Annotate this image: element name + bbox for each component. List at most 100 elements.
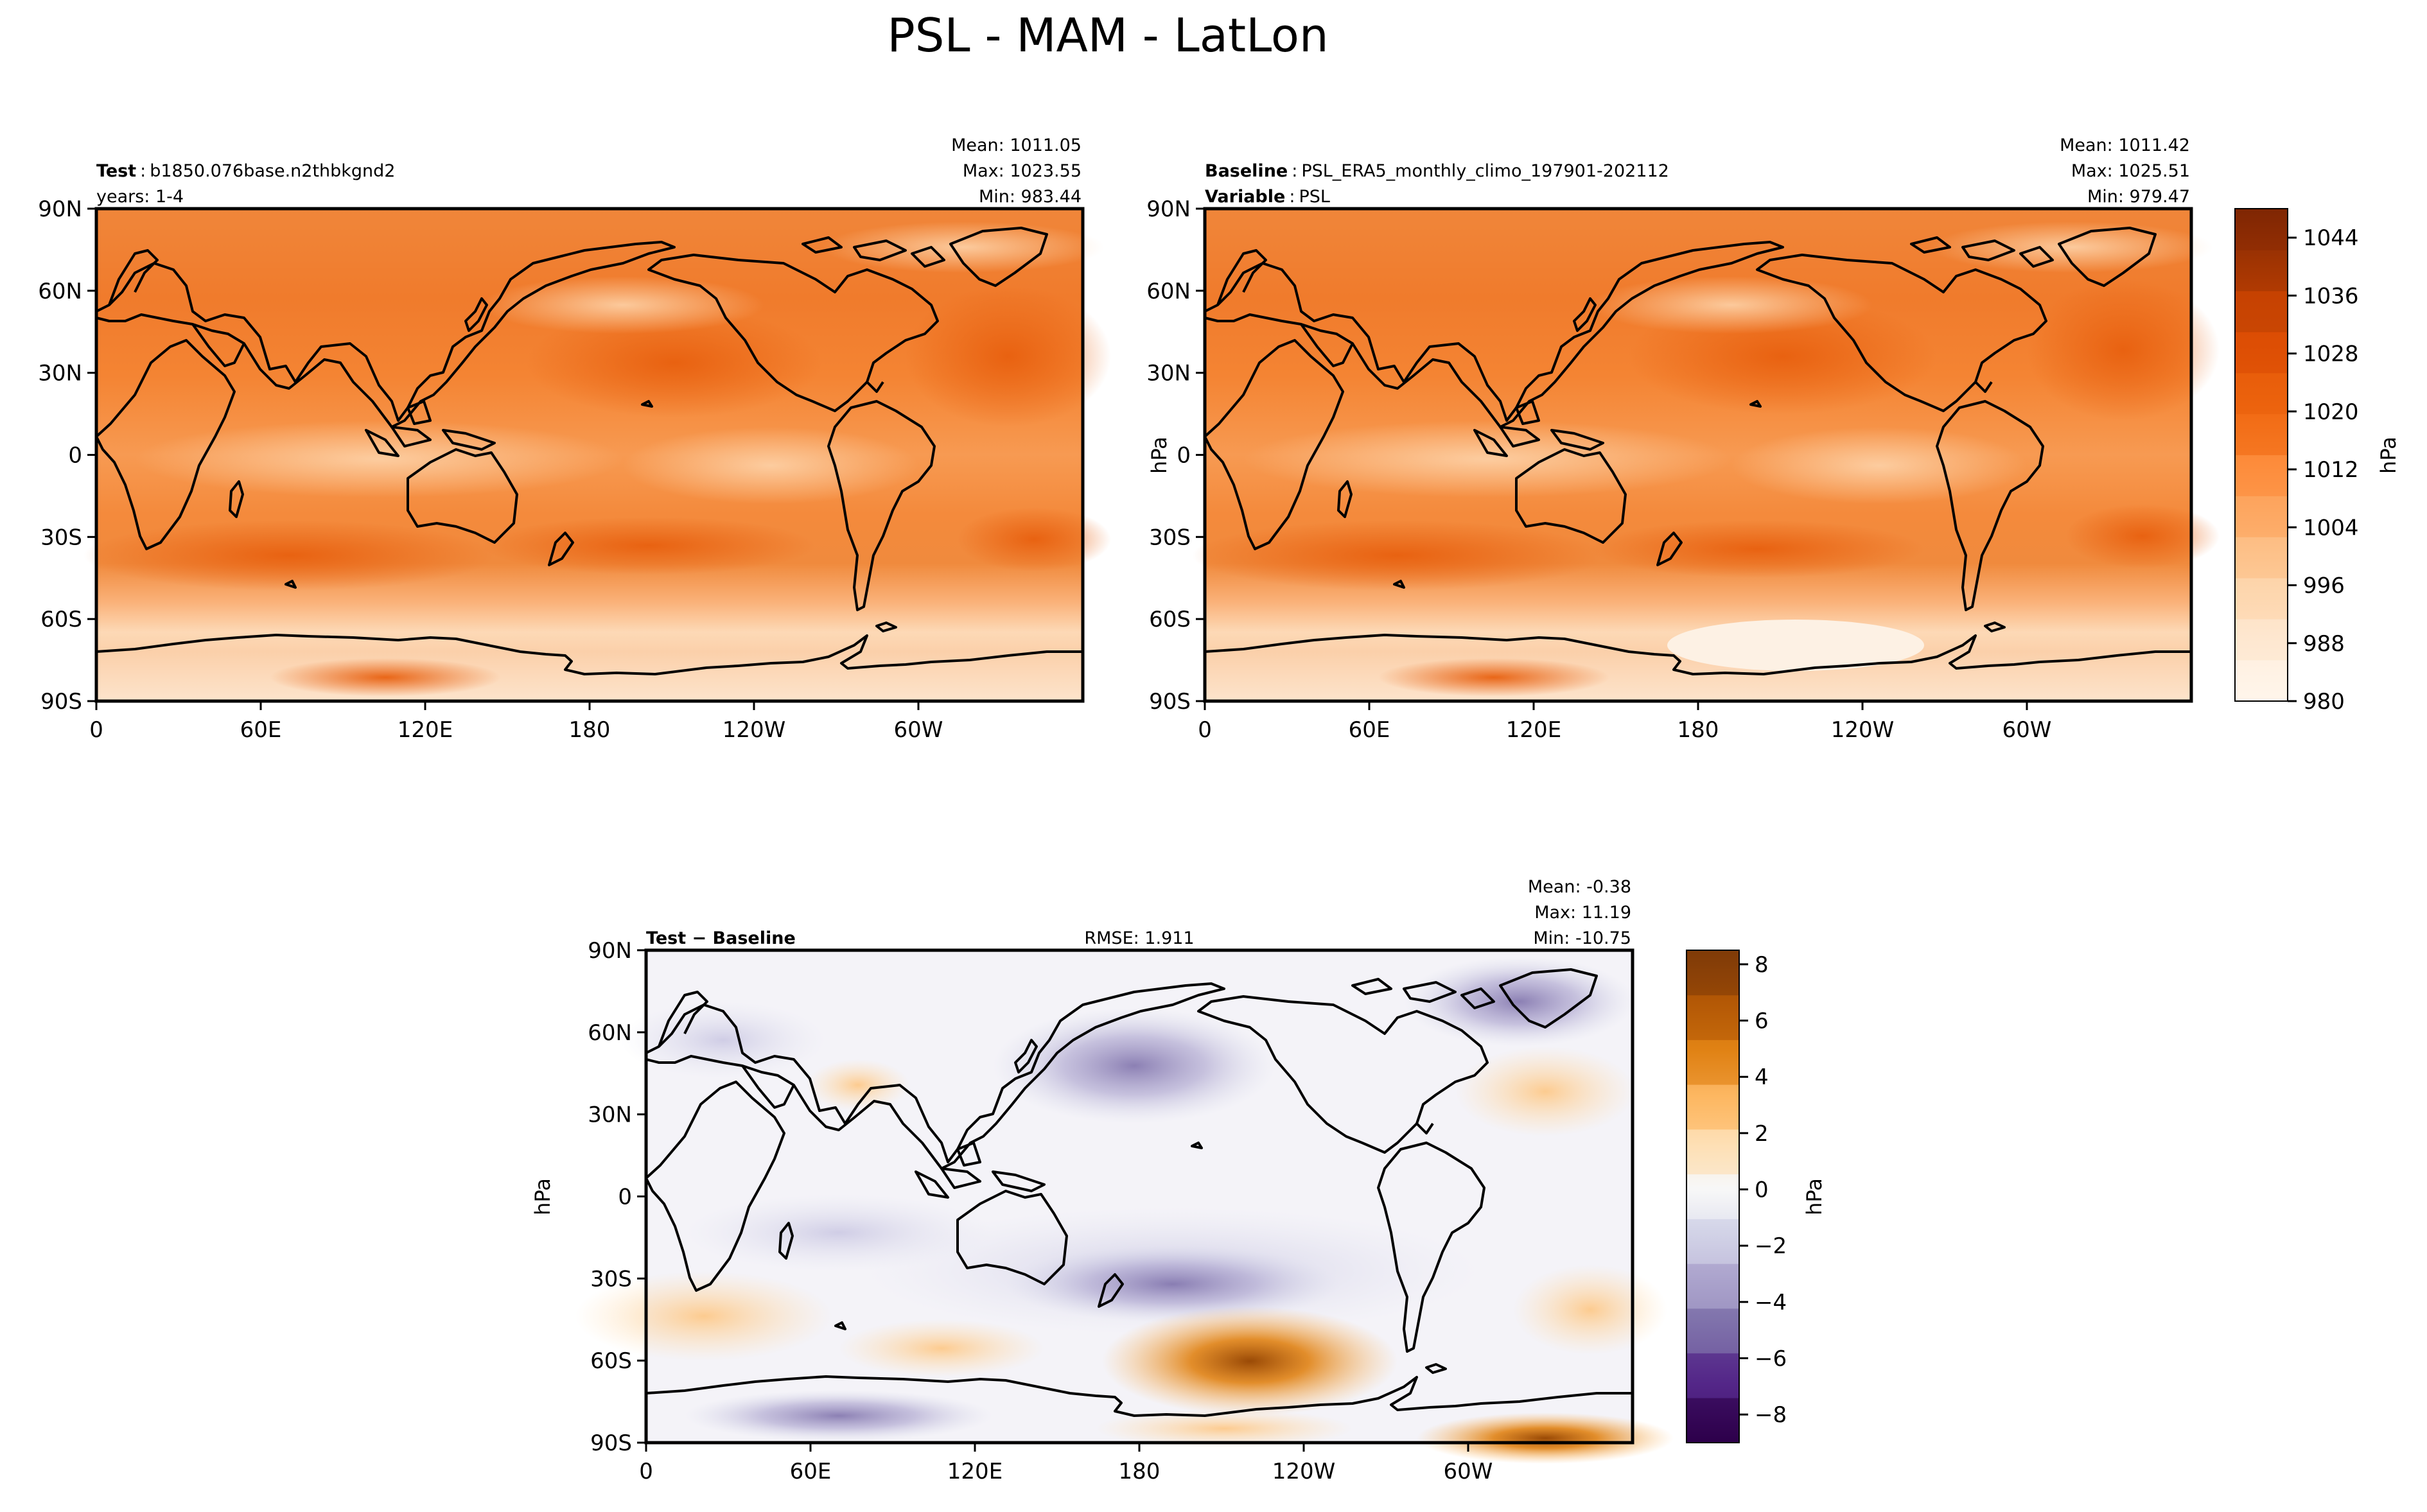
seq-colorbar-label: hPa [2376,437,2401,474]
lat-tick-label: 60N [38,279,82,304]
lat-tick-label: 60S [590,1348,632,1374]
lon-tick-label: 0 [639,1459,653,1484]
diff-label: Test − Baseline [646,928,796,948]
lat-tick-label: 60N [1146,279,1191,304]
baseline-variable: Variable: PSL [1205,187,1330,207]
lat-tick-label: 90N [38,196,82,222]
test-mean: Mean: 1011.05 [951,135,1082,155]
baseline-min: Min: 979.47 [2087,187,2190,207]
colorbar-band [1687,1353,1739,1398]
colorbar-band [2235,537,2288,578]
baseline-mean: Mean: 1011.42 [2060,135,2190,155]
lon-tick-label: 120E [947,1459,1003,1484]
colorbar-band [1687,995,1739,1040]
colorbar-band [2235,331,2288,374]
colorbar-tick-label: −4 [1755,1290,1787,1316]
colorbar-tick-label: 1044 [2303,225,2359,251]
div-colorbar: 8 6 4 2 0 −2 −4 −6 −8 hPa [1686,950,1827,1443]
test-lat-axis: 90N 60N 30N 0 30S 60S 90S [38,196,96,715]
diff-max: Max: 11.19 [1534,903,1631,923]
lon-tick-label: 120W [1272,1459,1336,1484]
lat-tick-label: 60S [1149,607,1191,632]
colorbar-band [1687,1219,1739,1264]
baseline-lat-axis: 90N 60N 30N 0 30S 60S 90S [1146,196,1205,715]
colorbar-tick-label: 4 [1755,1064,1769,1090]
lat-tick-label: 90N [588,938,632,964]
lat-tick-label: 60S [40,607,82,632]
baseline-map-field [1192,209,2220,701]
colorbar-tick-label: 2 [1755,1121,1769,1147]
seq-colorbar-ticks: 1044 1036 1028 1020 1012 1004 996 988 980 [2288,225,2359,715]
colorbar-tick-label: 1028 [2303,342,2359,367]
seq-colorbar-bands [2235,209,2288,702]
figure-title: PSL - MAM - LatLon [887,8,1328,62]
lat-tick-label: 90S [40,689,82,715]
colorbar-band [1687,1308,1739,1354]
colorbar-tick-label: 996 [2303,573,2345,599]
colorbar-tick-label: −8 [1755,1402,1787,1428]
colorbar-band [2235,249,2288,291]
lon-tick-label: 0 [1198,717,1212,743]
test-label: Test: b1850.076base.n2thbkgnd2 [96,161,395,181]
lon-tick-label: 60W [1444,1459,1493,1484]
div-colorbar-ticks: 8 6 4 2 0 −2 −4 −6 −8 [1739,952,1787,1428]
lat-tick-label: 90S [590,1430,632,1456]
diff-rmse: RMSE: 1.911 [1084,928,1194,948]
colorbar-tick-label: 988 [2303,631,2345,657]
seq-colorbar: 1044 1036 1028 1020 1012 1004 996 988 980 hPa [2234,208,2401,715]
baseline-unit-label: hPa [1147,437,1171,474]
div-colorbar-bands [1687,950,1739,1443]
test-panel: Test: b1850.076base.n2thbkgnd2 years: 1-4… [38,135,1111,743]
colorbar-band [1687,1264,1739,1309]
colorbar-band [2235,290,2288,333]
colorbar-band [2235,209,2288,250]
lat-tick-label: 90N [1146,196,1191,222]
colorbar-band [1687,1039,1739,1085]
lat-tick-label: 30S [40,525,82,550]
lon-tick-label: 60E [1349,717,1390,743]
diff-panel: Test − Baseline RMSE: 1.911 Mean: -0.38 … [530,877,1674,1484]
lat-tick-label: 30S [590,1266,632,1292]
lon-tick-label: 180 [1678,717,1719,743]
colorbar-band [2235,372,2288,415]
diff-lat-axis: 90N 60N 30N 0 30S 60S 90S [588,938,646,1456]
colorbar-band [1687,1084,1739,1130]
diff-lon-axis: 0 60E 120E 180 120W 60W [639,1443,1493,1484]
lon-tick-label: 120E [398,717,453,743]
lon-tick-label: 60W [2002,717,2052,743]
lat-tick-label: 0 [1177,443,1191,469]
colorbar-band [1687,1398,1739,1443]
lon-tick-label: 120W [723,717,786,743]
colorbar-tick-label: 1012 [2303,457,2359,483]
baseline-label: Baseline: PSL_ERA5_monthly_climo_197901-2… [1205,161,1669,181]
colorbar-tick-label: 1020 [2303,399,2359,425]
lon-tick-label: 180 [1119,1459,1161,1484]
baseline-panel: Baseline: PSL_ERA5_monthly_climo_197901-2… [1146,135,2220,743]
diff-unit-label: hPa [530,1178,555,1215]
colorbar-band [2235,619,2288,661]
test-max: Max: 1023.55 [963,161,1082,181]
lon-tick-label: 60E [240,717,282,743]
lon-tick-label: 60E [790,1459,832,1484]
lat-tick-label: 0 [618,1185,632,1210]
lon-tick-label: 180 [569,717,611,743]
colorbar-tick-label: 980 [2303,689,2345,715]
colorbar-band [2235,578,2288,620]
baseline-lon-axis: 0 60E 120E 180 120W 60W [1198,701,2051,743]
lat-tick-label: 90S [1149,689,1191,715]
colorbar-tick-label: 1004 [2303,515,2359,541]
test-map-field [83,209,1111,701]
colorbar-tick-label: −2 [1755,1233,1787,1259]
colorbar-tick-label: 0 [1755,1177,1769,1203]
div-colorbar-label: hPa [1802,1178,1827,1215]
lat-tick-label: 30N [1146,361,1191,387]
colorbar-band [2235,496,2288,537]
test-years: years: 1-4 [96,187,184,207]
lat-tick-label: 30S [1149,525,1191,550]
colorbar-band [2235,413,2288,455]
lon-tick-label: 0 [89,717,103,743]
colorbar-tick-label: 6 [1755,1009,1769,1034]
colorbar-tick-label: 8 [1755,952,1769,978]
colorbar-tick-label: 1036 [2303,283,2359,309]
